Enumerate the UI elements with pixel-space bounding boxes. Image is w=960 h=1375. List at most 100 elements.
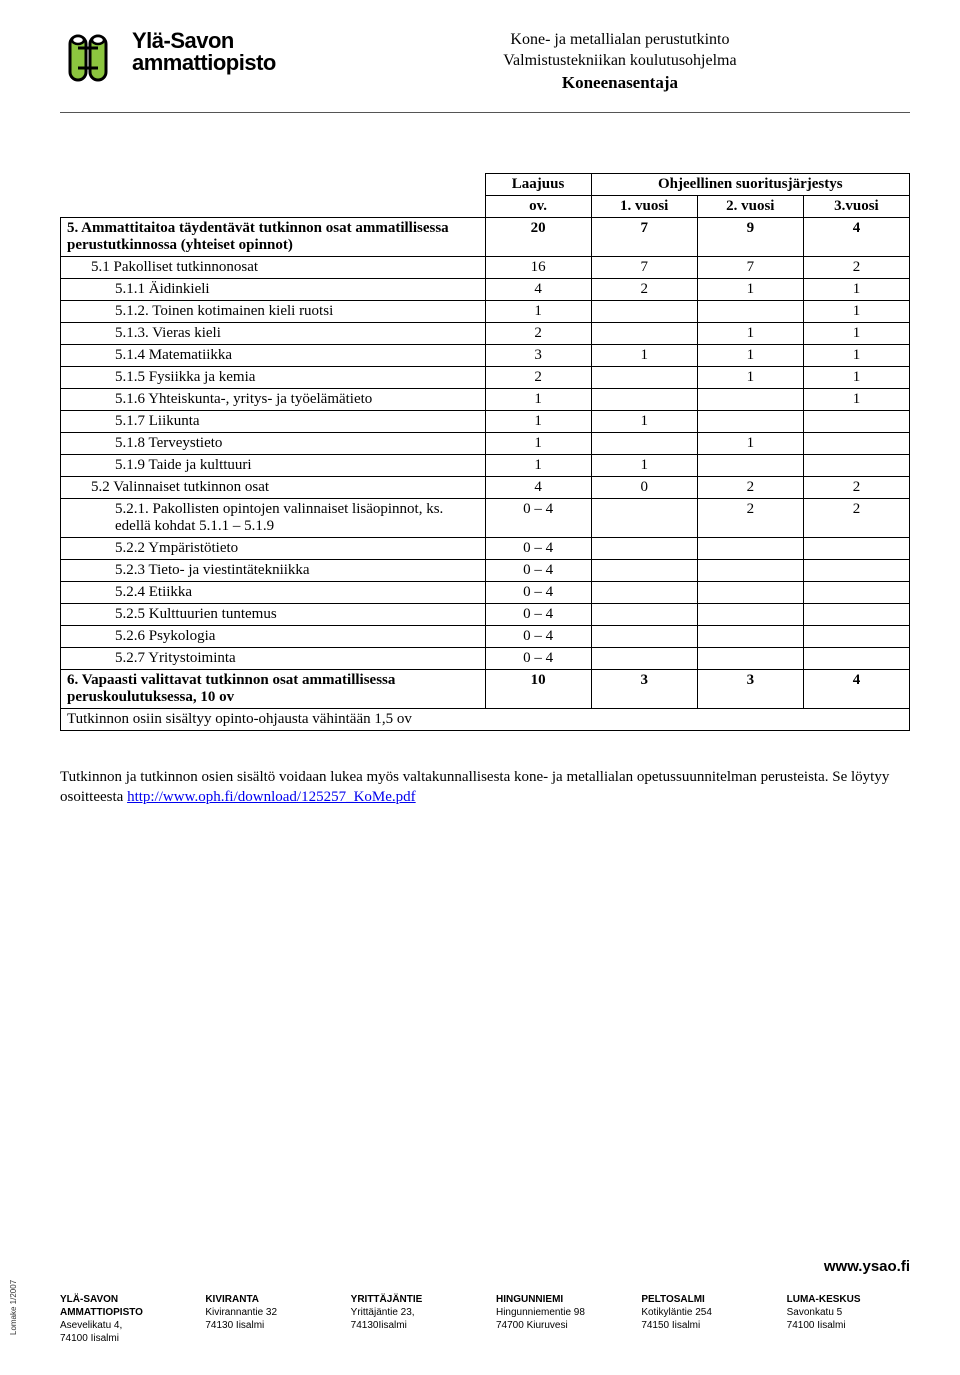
footer-col-addr2: 74700 Kiuruvesi bbox=[496, 1319, 619, 1332]
table-row: 5.1.6 Yhteiskunta-, yritys- ja työelämät… bbox=[61, 388, 910, 410]
row-v1 bbox=[591, 366, 697, 388]
row-ov: 2 bbox=[485, 322, 591, 344]
row-v3: 2 bbox=[803, 476, 909, 498]
row-v2 bbox=[697, 388, 803, 410]
row-label: 5. Ammattitaitoa täydentävät tutkinnon o… bbox=[61, 217, 486, 256]
table-row: 5.2.3 Tieto- ja viestintätekniikka0 – 4 bbox=[61, 559, 910, 581]
row-label: 6. Vapaasti valittavat tutkinnon osat am… bbox=[61, 669, 486, 708]
row-v2 bbox=[697, 581, 803, 603]
footer-col-addr1: Kivirannantie 32 bbox=[205, 1306, 328, 1319]
table-row: 5.1.2. Toinen kotimainen kieli ruotsi11 bbox=[61, 300, 910, 322]
row-v3: 1 bbox=[803, 388, 909, 410]
table-row: 5.1.1 Äidinkieli4211 bbox=[61, 278, 910, 300]
table-row: 5.2.7 Yritystoiminta0 – 4 bbox=[61, 647, 910, 669]
footer-col-head: PELTOSALMI bbox=[641, 1293, 764, 1306]
row-v1: 1 bbox=[591, 344, 697, 366]
row-v2: 1 bbox=[697, 432, 803, 454]
row-ov: 0 – 4 bbox=[485, 625, 591, 647]
table-row: 6. Vapaasti valittavat tutkinnon osat am… bbox=[61, 669, 910, 708]
footer-col-addr1: Savonkatu 5 bbox=[787, 1306, 910, 1319]
table-row: 5.2.2 Ympäristötieto0 – 4 bbox=[61, 537, 910, 559]
row-v3: 1 bbox=[803, 322, 909, 344]
row-v1 bbox=[591, 388, 697, 410]
row-label: Tutkinnon osiin sisältyy opinto-ohjausta… bbox=[61, 708, 910, 730]
row-v3 bbox=[803, 581, 909, 603]
header-rule bbox=[60, 112, 910, 113]
table-row: 5.1.7 Liikunta11 bbox=[61, 410, 910, 432]
row-v2: 1 bbox=[697, 278, 803, 300]
row-label: 5.2.3 Tieto- ja viestintätekniikka bbox=[61, 559, 486, 581]
footer-col: HINGUNNIEMIHingunniementie 9874700 Kiuru… bbox=[496, 1293, 619, 1345]
row-v2 bbox=[697, 410, 803, 432]
row-v3: 1 bbox=[803, 300, 909, 322]
row-ov: 0 – 4 bbox=[485, 603, 591, 625]
row-label: 5.2 Valinnaiset tutkinnon osat bbox=[61, 476, 486, 498]
note-link[interactable]: http://www.oph.fi/download/125257_KoMe.p… bbox=[127, 789, 416, 805]
th-v3: 3.vuosi bbox=[803, 195, 909, 217]
table-body: 5. Ammattitaitoa täydentävät tutkinnon o… bbox=[61, 217, 910, 730]
table-row: 5.2.4 Etiikka0 – 4 bbox=[61, 581, 910, 603]
row-ov: 10 bbox=[485, 669, 591, 708]
row-label: 5.1.3. Vieras kieli bbox=[61, 322, 486, 344]
row-ov: 1 bbox=[485, 388, 591, 410]
row-label: 5.2.7 Yritystoiminta bbox=[61, 647, 486, 669]
row-label: 5.2.6 Psykologia bbox=[61, 625, 486, 647]
row-v1 bbox=[591, 322, 697, 344]
row-v1: 1 bbox=[591, 454, 697, 476]
table-row: 5.2.1. Pakollisten opintojen valinnaiset… bbox=[61, 498, 910, 537]
row-label: 5.2.5 Kulttuurien tuntemus bbox=[61, 603, 486, 625]
row-ov: 1 bbox=[485, 432, 591, 454]
footer-col-addr1: Asevelikatu 4, bbox=[60, 1319, 183, 1332]
row-v1 bbox=[591, 498, 697, 537]
footer-col-addr2: 74130 Iisalmi bbox=[205, 1319, 328, 1332]
side-label: Lomake 1/2007 bbox=[9, 1280, 18, 1335]
row-v1 bbox=[591, 603, 697, 625]
footer-col-head: YLÄ-SAVON AMMATTIOPISTO bbox=[60, 1293, 183, 1319]
row-ov: 1 bbox=[485, 410, 591, 432]
row-ov: 1 bbox=[485, 454, 591, 476]
table-row: 5.1 Pakolliset tutkinnonosat16772 bbox=[61, 256, 910, 278]
org-name-line2: ammattiopisto bbox=[132, 52, 276, 74]
row-ov: 0 – 4 bbox=[485, 647, 591, 669]
org-name: Ylä-Savon ammattiopisto bbox=[132, 30, 276, 74]
row-v2: 3 bbox=[697, 669, 803, 708]
page-footer: www.ysao.fi YLÄ-SAVON AMMATTIOPISTOAseve… bbox=[60, 1258, 910, 1345]
footer-col-head: HINGUNNIEMI bbox=[496, 1293, 619, 1306]
footer-url: www.ysao.fi bbox=[60, 1258, 910, 1275]
row-ov: 16 bbox=[485, 256, 591, 278]
footer-col: YLÄ-SAVON AMMATTIOPISTOAsevelikatu 4,741… bbox=[60, 1293, 183, 1345]
row-ov: 0 – 4 bbox=[485, 537, 591, 559]
row-label: 5.2.4 Etiikka bbox=[61, 581, 486, 603]
row-v3 bbox=[803, 625, 909, 647]
row-v1 bbox=[591, 647, 697, 669]
row-v2: 9 bbox=[697, 217, 803, 256]
row-v2: 2 bbox=[697, 498, 803, 537]
row-v2 bbox=[697, 300, 803, 322]
footer-col: KIVIRANTAKivirannantie 3274130 Iisalmi bbox=[205, 1293, 328, 1345]
row-v2 bbox=[697, 454, 803, 476]
footer-col-addr2: 74130Iisalmi bbox=[351, 1319, 474, 1332]
row-label: 5.2.2 Ympäristötieto bbox=[61, 537, 486, 559]
table-row: 5.1.3. Vieras kieli211 bbox=[61, 322, 910, 344]
doc-title-line2: Valmistustekniikan koulutusohjelma bbox=[330, 51, 910, 72]
org-logo bbox=[60, 30, 118, 86]
th-empty bbox=[61, 173, 486, 217]
footer-col: LUMA-KESKUSSavonkatu 574100 Iisalmi bbox=[787, 1293, 910, 1345]
row-v3: 4 bbox=[803, 217, 909, 256]
row-v2 bbox=[697, 647, 803, 669]
row-label: 5.1.5 Fysiikka ja kemia bbox=[61, 366, 486, 388]
row-v3 bbox=[803, 603, 909, 625]
row-v2: 7 bbox=[697, 256, 803, 278]
footer-col-addr2: 74100 Iisalmi bbox=[787, 1319, 910, 1332]
row-v1 bbox=[591, 581, 697, 603]
footer-col-addr2: 74150 Iisalmi bbox=[641, 1319, 764, 1332]
table-row: 5.2.6 Psykologia0 – 4 bbox=[61, 625, 910, 647]
th-ov: ov. bbox=[485, 195, 591, 217]
doc-title-line1: Kone- ja metallialan perustutkinto bbox=[330, 30, 910, 51]
row-v2: 1 bbox=[697, 344, 803, 366]
row-ov: 4 bbox=[485, 476, 591, 498]
footer-col-head: KIVIRANTA bbox=[205, 1293, 328, 1306]
table-row: Tutkinnon osiin sisältyy opinto-ohjausta… bbox=[61, 708, 910, 730]
page-header: Ylä-Savon ammattiopisto Kone- ja metalli… bbox=[60, 30, 910, 94]
doc-title-block: Kone- ja metallialan perustutkinto Valmi… bbox=[290, 30, 910, 94]
